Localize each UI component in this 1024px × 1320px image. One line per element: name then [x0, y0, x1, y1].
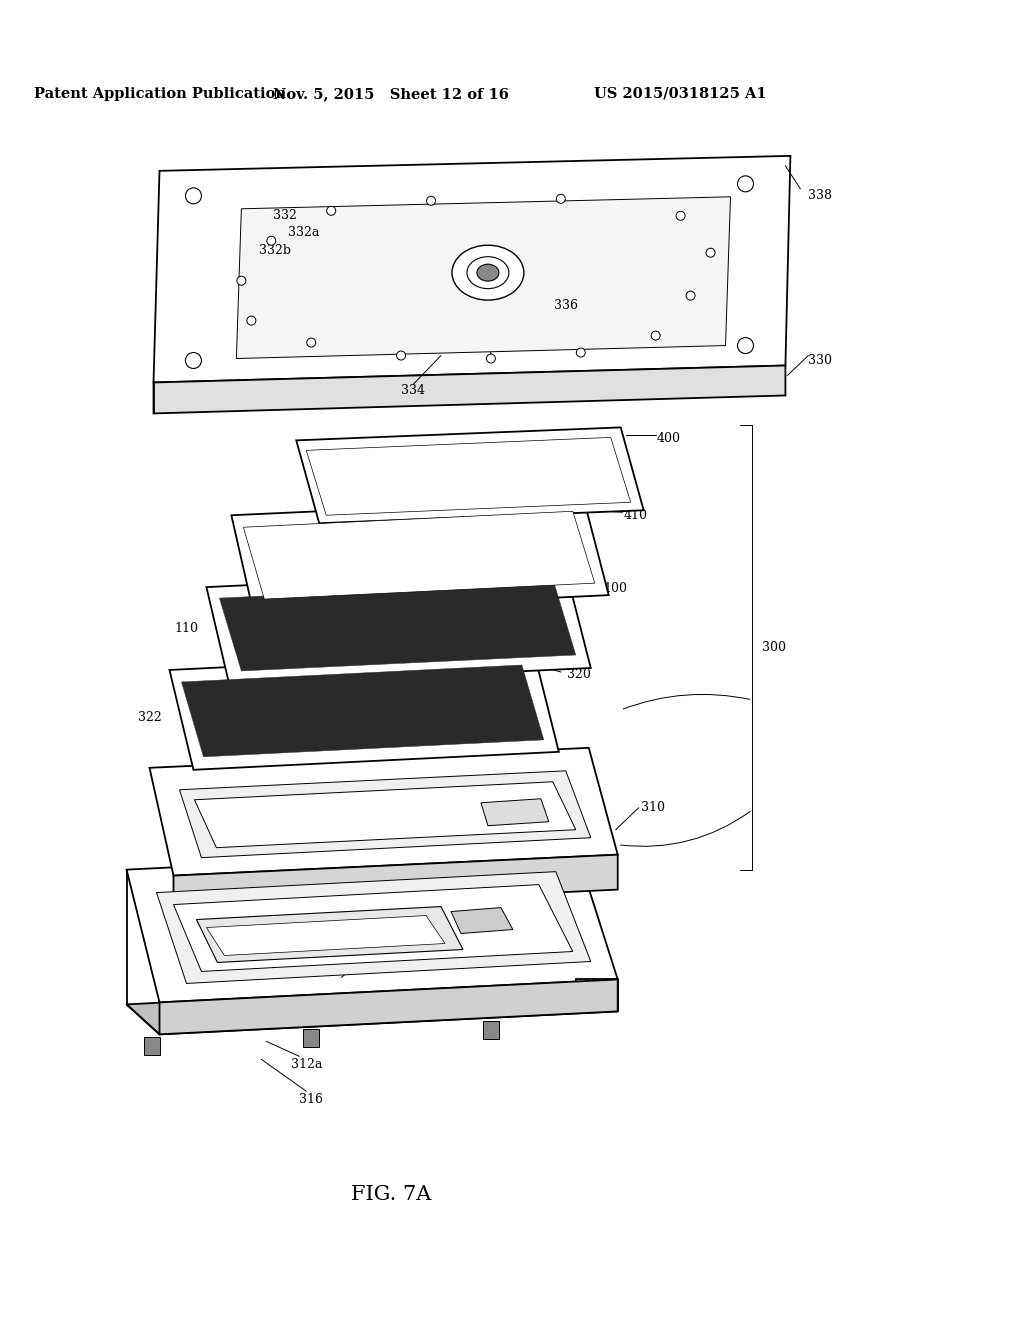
Text: 330: 330	[808, 354, 833, 367]
Circle shape	[651, 331, 660, 341]
Polygon shape	[173, 854, 617, 911]
Ellipse shape	[452, 246, 524, 300]
Polygon shape	[207, 916, 445, 956]
Text: Nov. 5, 2015   Sheet 12 of 16: Nov. 5, 2015 Sheet 12 of 16	[273, 87, 509, 102]
Text: 110: 110	[174, 622, 199, 635]
Text: 320: 320	[567, 668, 591, 681]
Text: 336: 336	[554, 300, 578, 312]
Polygon shape	[219, 582, 575, 671]
Circle shape	[737, 338, 754, 354]
FancyArrowPatch shape	[624, 694, 750, 709]
Text: 312: 312	[349, 948, 373, 961]
Text: 338: 338	[808, 189, 833, 202]
Circle shape	[185, 187, 202, 203]
Circle shape	[737, 176, 754, 191]
Polygon shape	[179, 771, 591, 858]
Circle shape	[556, 194, 565, 203]
Circle shape	[307, 338, 315, 347]
Polygon shape	[296, 428, 644, 523]
Circle shape	[247, 315, 256, 325]
Text: Patent Application Publication: Patent Application Publication	[34, 87, 286, 102]
Circle shape	[237, 276, 246, 285]
Circle shape	[676, 211, 685, 220]
Text: FIG. 7A: FIG. 7A	[351, 1184, 431, 1204]
Text: 314: 314	[424, 825, 449, 838]
Polygon shape	[451, 908, 513, 933]
Circle shape	[396, 351, 406, 360]
Circle shape	[577, 348, 586, 356]
Text: 316: 316	[299, 1093, 324, 1106]
Text: 310: 310	[641, 801, 665, 814]
Polygon shape	[306, 437, 631, 515]
Text: 334: 334	[401, 384, 425, 397]
Circle shape	[185, 352, 202, 368]
Text: 410: 410	[624, 508, 647, 521]
Polygon shape	[154, 156, 791, 383]
Polygon shape	[483, 1022, 499, 1039]
Circle shape	[686, 292, 695, 300]
Polygon shape	[170, 652, 559, 770]
FancyArrowPatch shape	[621, 812, 751, 846]
Text: 332b: 332b	[259, 244, 292, 257]
Circle shape	[427, 197, 435, 206]
Text: 322: 322	[137, 711, 162, 725]
Text: 100: 100	[604, 582, 628, 594]
Polygon shape	[160, 979, 617, 1035]
Text: 312a: 312a	[291, 1057, 322, 1071]
Polygon shape	[150, 748, 617, 875]
Circle shape	[707, 248, 715, 257]
Polygon shape	[244, 511, 595, 599]
Text: 332: 332	[273, 210, 297, 222]
Polygon shape	[195, 781, 575, 847]
Polygon shape	[481, 799, 549, 826]
Ellipse shape	[477, 264, 499, 281]
Text: US 2015/0318125 A1: US 2015/0318125 A1	[594, 87, 767, 102]
Polygon shape	[154, 366, 785, 413]
Polygon shape	[127, 847, 617, 1002]
Text: 400: 400	[656, 432, 681, 445]
Circle shape	[327, 206, 336, 215]
Polygon shape	[207, 570, 591, 685]
Polygon shape	[173, 884, 572, 972]
Circle shape	[267, 236, 275, 246]
Polygon shape	[303, 1030, 319, 1047]
Text: 300: 300	[763, 640, 786, 653]
Circle shape	[486, 354, 496, 363]
Polygon shape	[237, 197, 730, 359]
Polygon shape	[181, 665, 544, 756]
Polygon shape	[127, 982, 617, 1035]
Polygon shape	[157, 871, 591, 983]
Text: 332a: 332a	[289, 226, 319, 239]
Ellipse shape	[467, 256, 509, 289]
Polygon shape	[231, 499, 608, 612]
Polygon shape	[143, 1038, 160, 1055]
Polygon shape	[197, 907, 463, 962]
Polygon shape	[575, 979, 617, 1011]
